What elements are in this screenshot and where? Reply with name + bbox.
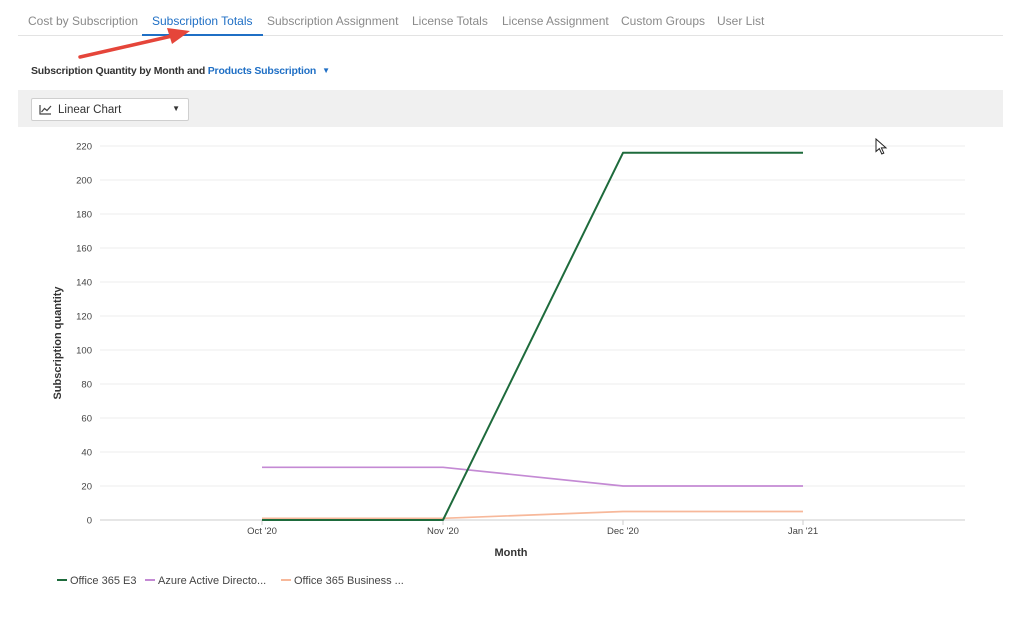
- series-line: [262, 151, 803, 521]
- y-tick-label: 100: [76, 346, 92, 357]
- tab-subscription-assignment[interactable]: Subscription Assignment: [267, 14, 399, 28]
- y-tick-label: 200: [76, 176, 92, 187]
- tab-bar: Cost by Subscription Subscription Totals…: [18, 0, 1003, 36]
- legend-label: Office 365 Business ...: [294, 575, 404, 587]
- line-chart-icon: [39, 104, 52, 118]
- mouse-cursor-icon: [875, 138, 888, 155]
- page-subtitle: Subscription Quantity by Month and Produ…: [31, 65, 330, 77]
- chart-type-label: Linear Chart: [58, 104, 122, 116]
- subtitle-text: Subscription Quantity by Month and: [31, 65, 208, 77]
- tab-custom-groups[interactable]: Custom Groups: [621, 14, 706, 28]
- x-tick-label: Nov '20: [427, 526, 459, 537]
- y-axis-label: Subscription quantity: [52, 286, 64, 400]
- tab-subscription-totals[interactable]: Subscription Totals: [142, 0, 263, 36]
- legend-item-office-365-business[interactable]: Office 365 Business ...: [281, 575, 404, 587]
- y-tick-label: 120: [76, 312, 92, 323]
- y-tick-label: 20: [81, 482, 92, 493]
- x-tick-label: Dec '20: [607, 526, 639, 537]
- x-tick-label: Jan '21: [788, 526, 818, 537]
- chevron-down-icon: ▼: [172, 104, 180, 113]
- products-subscription-link[interactable]: Products Subscription: [207, 65, 317, 77]
- caret-down-icon[interactable]: ▼: [322, 66, 330, 75]
- x-tick-label: Oct '20: [247, 526, 277, 537]
- tab-cost-by-subscription[interactable]: Cost by Subscription: [28, 14, 139, 28]
- y-tick-label: 140: [76, 278, 92, 289]
- legend-label: Azure Active Directo...: [158, 575, 267, 587]
- tab-user-list[interactable]: User List: [717, 14, 765, 28]
- chart-toolbar: Linear Chart ▼: [18, 90, 1003, 127]
- y-tick-label: 40: [81, 448, 92, 459]
- y-tick-label: 0: [87, 516, 92, 527]
- y-tick-label: 220: [76, 142, 92, 153]
- y-tick-label: 80: [81, 380, 92, 391]
- y-tick-label: 160: [76, 244, 92, 255]
- x-axis-label: Month: [495, 547, 528, 559]
- legend-swatch: [145, 579, 155, 581]
- series-line: [262, 510, 803, 520]
- legend-swatch: [57, 579, 67, 581]
- tab-license-totals[interactable]: License Totals: [412, 14, 488, 28]
- legend-item-office-365-e3[interactable]: Office 365 E3: [57, 575, 136, 587]
- tab-license-assignment[interactable]: License Assignment: [502, 14, 609, 28]
- series-line: [262, 466, 803, 487]
- y-tick-label: 180: [76, 210, 92, 221]
- line-chart: 0 20 40 60 80 100 120 140 160 180 200 220 Oct '20 Nov…: [52, 142, 965, 559]
- legend-item-azure-active-directory[interactable]: Azure Active Directo...: [145, 575, 266, 587]
- chart-type-dropdown[interactable]: Linear Chart ▼: [31, 98, 189, 121]
- legend-swatch: [281, 579, 291, 581]
- y-tick-label: 60: [81, 414, 92, 425]
- legend-label: Office 365 E3: [70, 575, 137, 587]
